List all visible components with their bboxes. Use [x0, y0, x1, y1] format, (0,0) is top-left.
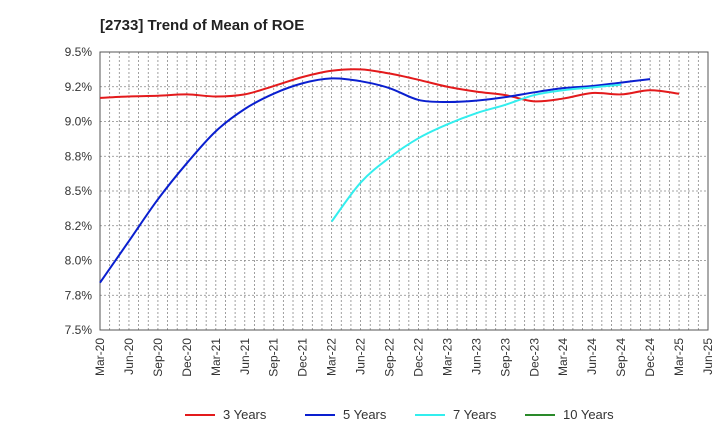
y-tick-label: 9.5% [65, 45, 93, 59]
x-tick-label: Mar-22 [325, 338, 339, 376]
x-tick-label: Dec-20 [180, 338, 194, 377]
series-line-3-years [99, 68, 680, 103]
legend-label-7-years: 7 Years [453, 407, 497, 422]
x-tick-label: Sep-23 [498, 338, 512, 377]
y-tick-label: 7.5% [65, 323, 93, 337]
series-lines [99, 68, 680, 284]
x-tick-label: Mar-21 [209, 338, 223, 376]
x-tick-label: Dec-24 [643, 338, 657, 377]
x-tick-label: Sep-21 [267, 338, 281, 377]
x-tick-label: Jun-21 [238, 338, 252, 375]
x-tick-label: Jun-22 [354, 338, 368, 375]
x-tick-label: Jun-25 [701, 338, 715, 375]
x-tick-label: Dec-23 [527, 338, 541, 377]
x-tick-label: Sep-20 [151, 338, 165, 377]
series-line-7-years [330, 83, 622, 223]
y-tick-label: 8.0% [65, 254, 93, 268]
plot-frame [99, 51, 709, 331]
series-line-5-years [99, 77, 651, 284]
chart-title: [2733] Trend of Mean of ROE [100, 17, 304, 34]
x-tick-label: Dec-22 [411, 338, 425, 377]
x-tick-label: Dec-21 [296, 338, 310, 377]
y-tick-label: 8.2% [65, 219, 93, 233]
legend-label-5-years: 5 Years [343, 407, 387, 422]
y-tick-label: 9.0% [65, 115, 93, 129]
x-tick-label: Mar-24 [556, 338, 570, 376]
x-tick-label: Mar-23 [440, 338, 454, 376]
x-tick-label: Sep-24 [614, 338, 628, 377]
x-tick-label: Jun-23 [469, 338, 483, 375]
grid [100, 52, 708, 330]
y-tick-label: 9.2% [65, 80, 93, 94]
legend-label-3-years: 3 Years [223, 407, 267, 422]
x-tick-label: Jun-20 [122, 338, 136, 375]
y-tick-label: 7.8% [65, 288, 93, 302]
x-tick-label: Sep-22 [383, 338, 397, 377]
y-tick-label: 8.8% [65, 149, 93, 163]
x-tick-label: Mar-20 [93, 338, 107, 376]
y-tick-label: 8.5% [65, 184, 93, 198]
legend: 3 Years 5 Years 7 Years 10 Years [185, 407, 614, 422]
legend-label-10-years: 10 Years [563, 407, 614, 422]
x-tick-label: Mar-25 [672, 338, 686, 376]
x-tick-label: Jun-24 [585, 338, 599, 375]
axes: 7.5% 7.8% 8.0% 8.2% 8.5% 8.8% 9.0% 9.2% 9.5% Mar-… [65, 45, 715, 377]
